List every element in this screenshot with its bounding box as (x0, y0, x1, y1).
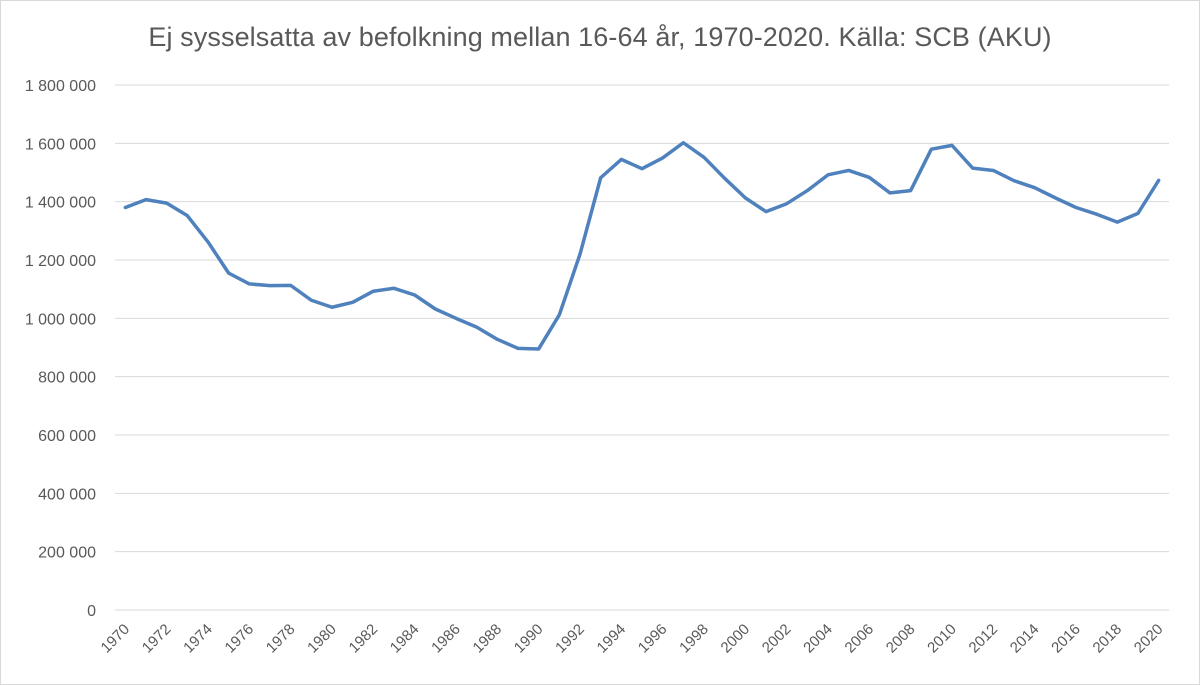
x-tick-label: 2000 (718, 621, 754, 657)
x-tick-label: 1972 (139, 621, 175, 657)
x-tick-label: 1974 (180, 621, 216, 657)
x-tick-label: 2012 (966, 621, 1002, 657)
x-tick-label: 2004 (800, 621, 836, 657)
chart-title: Ej sysselsatta av befolkning mellan 16-6… (148, 22, 1052, 52)
y-tick-label: 1 400 000 (25, 195, 96, 212)
x-tick-label: 1992 (552, 621, 588, 657)
x-tick-label: 2020 (1131, 621, 1167, 657)
x-tick-label: 1978 (263, 621, 299, 657)
x-tick-label: 1982 (346, 621, 382, 657)
x-tick-label: 1998 (676, 621, 712, 657)
x-tick-label: 1996 (635, 621, 671, 657)
x-tick-label: 1986 (428, 621, 464, 657)
x-tick-label: 2016 (1048, 621, 1084, 657)
x-tick-label: 1976 (222, 621, 258, 657)
y-axis-tick-labels: 0 200 000 400 000 600 000 800 000 1 000 000 1 … (25, 78, 96, 620)
x-tick-label: 2006 (842, 621, 878, 657)
x-tick-label: 1984 (387, 621, 423, 657)
y-tick-label: 1 600 000 (25, 136, 96, 153)
x-axis-tick-labels: 1970 1972 1974 1976 1978 1980 1982 1984 1986 1988… (98, 621, 1167, 657)
x-tick-label: 2018 (1090, 621, 1126, 657)
x-tick-label: 2014 (1007, 621, 1043, 657)
y-tick-label: 400 000 (38, 486, 96, 503)
x-tick-label: 1988 (470, 621, 506, 657)
y-tick-label: 600 000 (38, 428, 96, 445)
y-tick-label: 1 200 000 (25, 253, 96, 270)
y-tick-label: 0 (87, 603, 96, 620)
series-line (123, 141, 1161, 351)
x-tick-label: 2010 (924, 621, 960, 657)
y-tick-label: 1 000 000 (25, 311, 96, 328)
x-tick-label: 1990 (511, 621, 547, 657)
y-tick-label: 800 000 (38, 370, 96, 387)
y-tick-label: 1 800 000 (25, 78, 96, 95)
x-tick-label: 2008 (883, 621, 919, 657)
x-tick-label: 1980 (304, 621, 340, 657)
x-tick-label: 2002 (759, 621, 795, 657)
y-tick-label: 200 000 (38, 545, 96, 562)
x-tick-label: 1994 (594, 621, 630, 657)
x-tick-label: 1970 (98, 621, 134, 657)
series-layer (123, 141, 1161, 351)
gridlines (115, 84, 1169, 611)
